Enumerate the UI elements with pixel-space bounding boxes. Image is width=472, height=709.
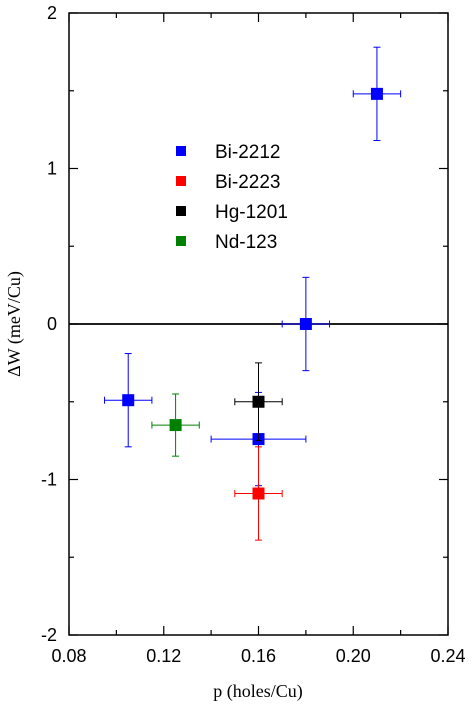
legend-swatch [176,236,186,246]
y-tick-label: -2 [41,625,57,645]
x-axis-label: p (holes/Cu) [213,681,303,702]
ticks-layer [68,12,449,636]
legend-item: Bi-2212 [176,142,281,163]
points-layer [104,46,402,541]
x-tick-label: 0.24 [430,646,465,666]
legend-label: Bi-2212 [215,142,281,163]
legend-item: Hg-1201 [176,202,288,223]
data-point [151,393,200,457]
x-tick-label: 0.16 [241,646,276,666]
legend-item: Bi-2223 [176,172,281,193]
marker-square [252,487,265,500]
legend-label: Bi-2223 [215,172,281,193]
marker-square [370,87,383,100]
data-point [281,276,331,372]
data-point [234,362,283,442]
marker-square [252,395,265,408]
x-tick-label: 0.08 [51,646,86,666]
legend-label: Nd-123 [215,232,277,253]
legend-item: Nd-123 [176,232,277,253]
y-axis-label: ΔW (meV/Cu) [4,271,25,377]
legend: Bi-2212 Bi-2223 Hg-1201 Nd-123 [176,142,288,253]
legend-swatch [176,206,186,216]
marker-square [299,318,312,330]
tick-labels-layer: 0.08 0.12 0.16 0.20 0.24 2 1 0 -1 -2 [41,3,466,666]
x-tick-label: 0.20 [336,646,371,666]
marker-square [122,394,135,407]
data-point [352,46,402,142]
y-tick-label: 0 [47,314,57,334]
y-tick-label: -1 [41,470,57,490]
y-tick-label: 1 [47,159,57,179]
legend-label: Hg-1201 [215,202,288,223]
legend-swatch [176,176,186,186]
data-point [104,353,153,448]
legend-swatch [176,146,186,156]
marker-square [169,419,182,432]
y-tick-label: 2 [47,3,57,23]
data-point [234,446,283,541]
x-tick-label: 0.12 [146,646,181,666]
